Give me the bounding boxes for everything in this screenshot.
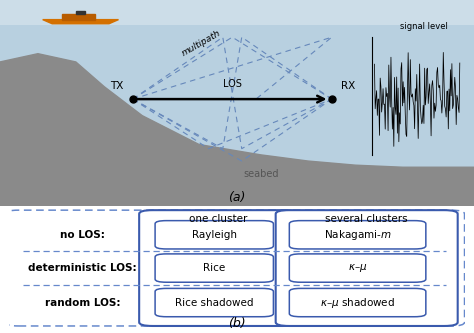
FancyBboxPatch shape [289, 288, 426, 317]
FancyBboxPatch shape [155, 288, 273, 317]
Text: deterministic LOS:: deterministic LOS: [28, 263, 137, 273]
FancyBboxPatch shape [289, 254, 426, 282]
Text: no LOS:: no LOS: [60, 230, 105, 240]
Polygon shape [43, 20, 118, 24]
FancyBboxPatch shape [155, 221, 273, 249]
Text: Nakagami-$m$: Nakagami-$m$ [324, 228, 392, 242]
Text: seabed: seabed [243, 169, 278, 179]
Text: $\kappa$–$\mu$: $\kappa$–$\mu$ [348, 262, 367, 274]
Polygon shape [76, 11, 85, 14]
Text: Rayleigh: Rayleigh [192, 230, 237, 240]
Bar [0, 0, 474, 25]
Text: multipath: multipath [180, 28, 222, 58]
Text: RX: RX [341, 81, 356, 91]
Polygon shape [62, 14, 95, 20]
Text: $\kappa$–$\mu$ shadowed: $\kappa$–$\mu$ shadowed [320, 296, 395, 310]
Text: (b): (b) [228, 317, 246, 330]
FancyBboxPatch shape [289, 221, 426, 249]
FancyBboxPatch shape [5, 210, 465, 326]
Text: Rice: Rice [203, 263, 225, 273]
Text: several clusters: several clusters [325, 214, 408, 224]
Text: Rice shadowed: Rice shadowed [175, 298, 254, 308]
Text: one cluster: one cluster [189, 214, 247, 224]
Text: TX: TX [110, 81, 123, 91]
Polygon shape [0, 54, 474, 206]
Text: signal level: signal level [400, 22, 448, 31]
FancyBboxPatch shape [276, 210, 458, 326]
FancyBboxPatch shape [139, 210, 296, 326]
Text: random LOS:: random LOS: [45, 298, 120, 308]
Text: (a): (a) [228, 191, 246, 204]
FancyBboxPatch shape [155, 254, 273, 282]
Text: LOS: LOS [223, 79, 242, 89]
